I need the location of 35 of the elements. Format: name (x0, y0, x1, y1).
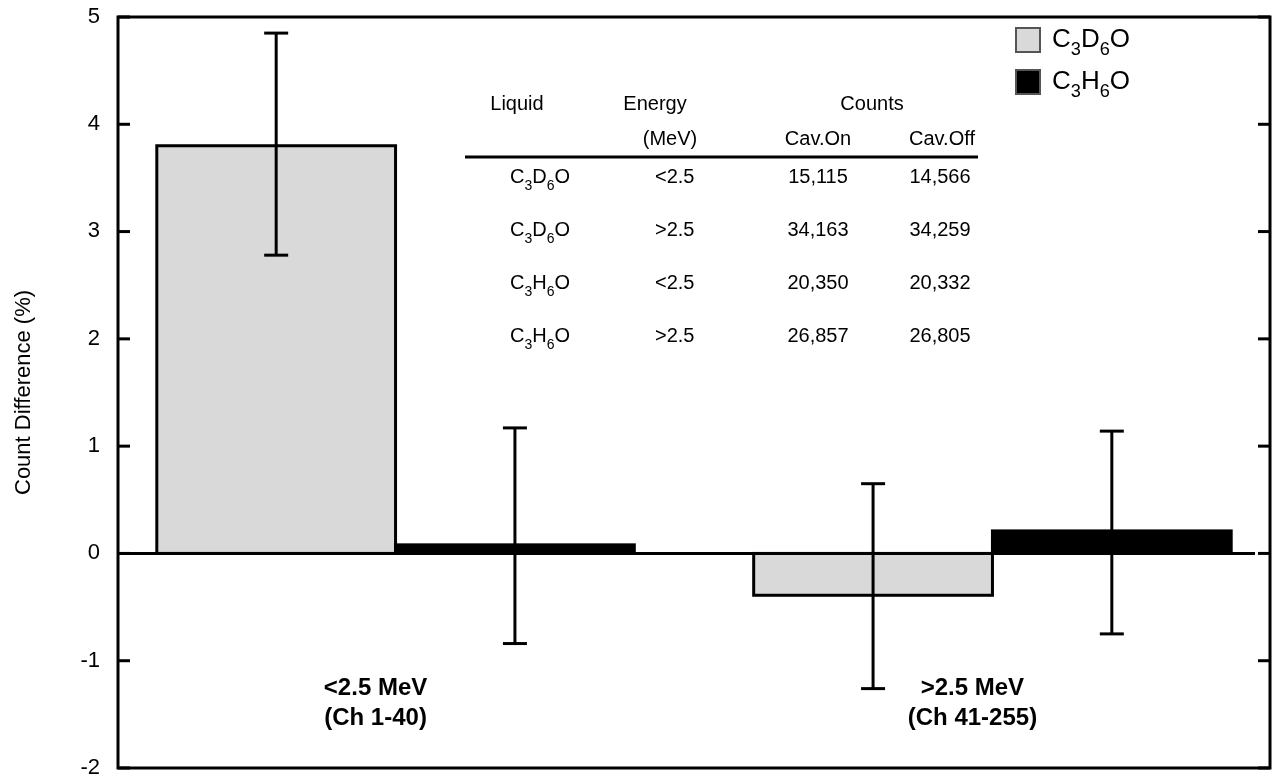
x-tick-label: >2.5 MeV (Ch 41-255) (907, 673, 1038, 730)
annotation: Counts (840, 92, 904, 115)
annotation: <2.5 (655, 271, 695, 294)
annotation: Cav.On (784, 127, 852, 150)
annotation: 14,566 (909, 165, 971, 188)
y-tick-label: -2 (80, 753, 100, 778)
annotation: 34,163 (787, 218, 849, 241)
y-tick-label: 5 (87, 2, 100, 28)
annotation: <2.5 (655, 165, 695, 188)
annotation: (MeV) (642, 127, 698, 150)
annotation: Cav.Off (909, 127, 976, 150)
annotation: >2.5 (655, 324, 695, 347)
annotation: 34,259 (909, 218, 971, 241)
y-axis-title: Count Difference (%) (9, 289, 35, 496)
y-tick-label: 4 (87, 110, 100, 136)
annotation: C$_{3}$D$_{6}$O (509, 218, 571, 246)
annotation: 15,115 (788, 165, 848, 188)
annotation: 26,805 (909, 324, 971, 347)
legend-label: C$_{3}$D$_{6}$O (1052, 22, 1131, 59)
y-tick-label: 1 (87, 431, 100, 457)
annotation: 20,350 (787, 271, 849, 294)
annotation: C$_{3}$H$_{6}$O (509, 271, 571, 299)
annotation: C$_{3}$H$_{6}$O (509, 324, 571, 352)
legend-label: C$_{3}$H$_{6}$O (1052, 64, 1131, 101)
annotation: 26,857 (787, 324, 849, 347)
annotation: Liquid (490, 92, 544, 115)
y-tick-label: 2 (87, 324, 100, 350)
x-tick-label: <2.5 MeV (Ch 1-40) (323, 673, 428, 730)
annotation: >2.5 (655, 218, 695, 241)
y-tick-label: 0 (87, 539, 100, 565)
y-tick-label: 3 (87, 217, 100, 243)
annotation: C$_{3}$D$_{6}$O (509, 165, 571, 193)
annotation: 20,332 (909, 271, 971, 294)
annotation: Energy (623, 92, 687, 115)
y-tick-label: -1 (80, 646, 100, 672)
